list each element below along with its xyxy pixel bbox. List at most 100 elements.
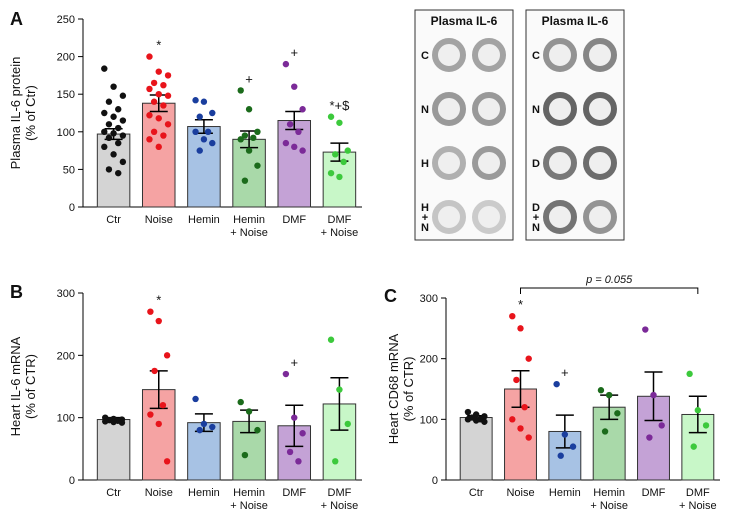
blot-row-label: C — [421, 50, 429, 62]
data-point — [204, 128, 212, 135]
data-point — [147, 308, 154, 315]
data-point — [115, 106, 122, 113]
data-point — [605, 391, 613, 399]
data-point — [209, 139, 216, 147]
data-point — [250, 134, 257, 142]
x-tick-label: DMF — [642, 487, 666, 499]
data-point — [200, 420, 208, 428]
y-tick-label: 100 — [57, 127, 75, 139]
data-point — [119, 92, 127, 99]
data-point — [299, 106, 306, 113]
x-tick-label: Hemin — [233, 487, 265, 499]
y-tick-label: 0 — [69, 475, 75, 487]
data-point — [332, 151, 339, 158]
blot-spot — [432, 200, 466, 234]
data-point — [245, 147, 253, 154]
y-axis-label: (% of Ctr) — [23, 85, 38, 141]
data-point — [332, 458, 339, 465]
y-tick-label: 200 — [57, 350, 75, 362]
data-point — [115, 124, 122, 132]
data-point — [472, 417, 480, 424]
blot-spot — [472, 146, 506, 180]
data-point — [105, 134, 113, 142]
data-point — [155, 317, 162, 325]
blot-spot — [432, 146, 466, 180]
error-bar — [688, 395, 707, 434]
data-point — [164, 121, 172, 128]
blot-row-label: H — [421, 202, 429, 214]
x-tick-label: + Noise — [321, 500, 359, 512]
data-point — [553, 380, 560, 388]
y-tick-label: 300 — [420, 293, 438, 305]
blot-row-label: N — [532, 222, 540, 234]
blot-row-label: N — [532, 104, 540, 116]
x-tick-label: Noise — [145, 214, 173, 226]
data-point — [119, 132, 127, 139]
data-point — [146, 85, 153, 93]
data-point — [702, 422, 710, 429]
data-point — [209, 423, 216, 431]
annotation: + — [245, 71, 253, 86]
annotation: + — [290, 45, 298, 60]
x-tick-label: DMF — [282, 214, 306, 226]
blot-spot — [432, 38, 466, 72]
data-point — [115, 139, 122, 147]
data-point — [150, 79, 158, 87]
data-point — [101, 65, 108, 72]
data-point — [601, 428, 609, 435]
x-tick-label: Ctr — [469, 487, 484, 499]
y-tick-label: 0 — [432, 475, 438, 487]
data-point — [646, 434, 653, 441]
blot-row-label: D — [532, 158, 540, 170]
data-point — [110, 130, 117, 137]
data-point — [160, 102, 167, 109]
blot-row-label: N — [421, 222, 429, 234]
data-point — [327, 169, 335, 177]
x-tick-label: DMF — [328, 487, 352, 499]
x-tick-label: + Noise — [590, 500, 628, 512]
x-tick-label: Ctr — [106, 487, 121, 499]
blot-row-label: + — [422, 212, 428, 224]
data-point — [344, 420, 351, 428]
data-point — [155, 115, 162, 122]
data-point — [513, 376, 520, 384]
annotation: + — [290, 355, 298, 370]
y-axis-label: (% of CTR) — [401, 357, 416, 422]
data-point — [557, 452, 564, 459]
x-tick-label: Hemin — [233, 214, 265, 226]
data-point — [517, 325, 524, 332]
blot-spot — [583, 92, 617, 126]
data-point — [150, 128, 158, 135]
data-point — [118, 419, 126, 426]
data-point — [569, 443, 577, 450]
y-axis-label: Plasma IL-6 protein — [8, 57, 23, 170]
data-point — [254, 162, 261, 169]
data-point — [254, 128, 261, 135]
error-bar — [285, 404, 304, 448]
data-point — [146, 53, 153, 60]
data-point — [146, 112, 153, 119]
data-point — [481, 418, 488, 425]
data-point — [327, 336, 335, 343]
annotation: *+$ — [329, 98, 350, 113]
x-tick-label: DMF — [686, 487, 710, 499]
data-point — [299, 430, 306, 437]
bracket — [520, 287, 699, 294]
data-point — [192, 97, 199, 104]
data-point — [159, 402, 167, 409]
y-tick-label: 100 — [420, 414, 438, 426]
y-tick-label: 300 — [57, 288, 75, 300]
data-point — [286, 448, 294, 456]
y-tick-label: 200 — [57, 52, 75, 64]
bar — [459, 417, 493, 481]
data-point — [525, 355, 532, 362]
data-point — [295, 128, 302, 135]
data-point — [299, 147, 306, 154]
x-tick-label: Hemin — [188, 487, 220, 499]
blot-spot — [543, 146, 577, 180]
blot-row-label: D — [532, 202, 540, 214]
data-point — [282, 60, 290, 68]
annotation: * — [156, 293, 161, 308]
data-point — [110, 418, 117, 426]
